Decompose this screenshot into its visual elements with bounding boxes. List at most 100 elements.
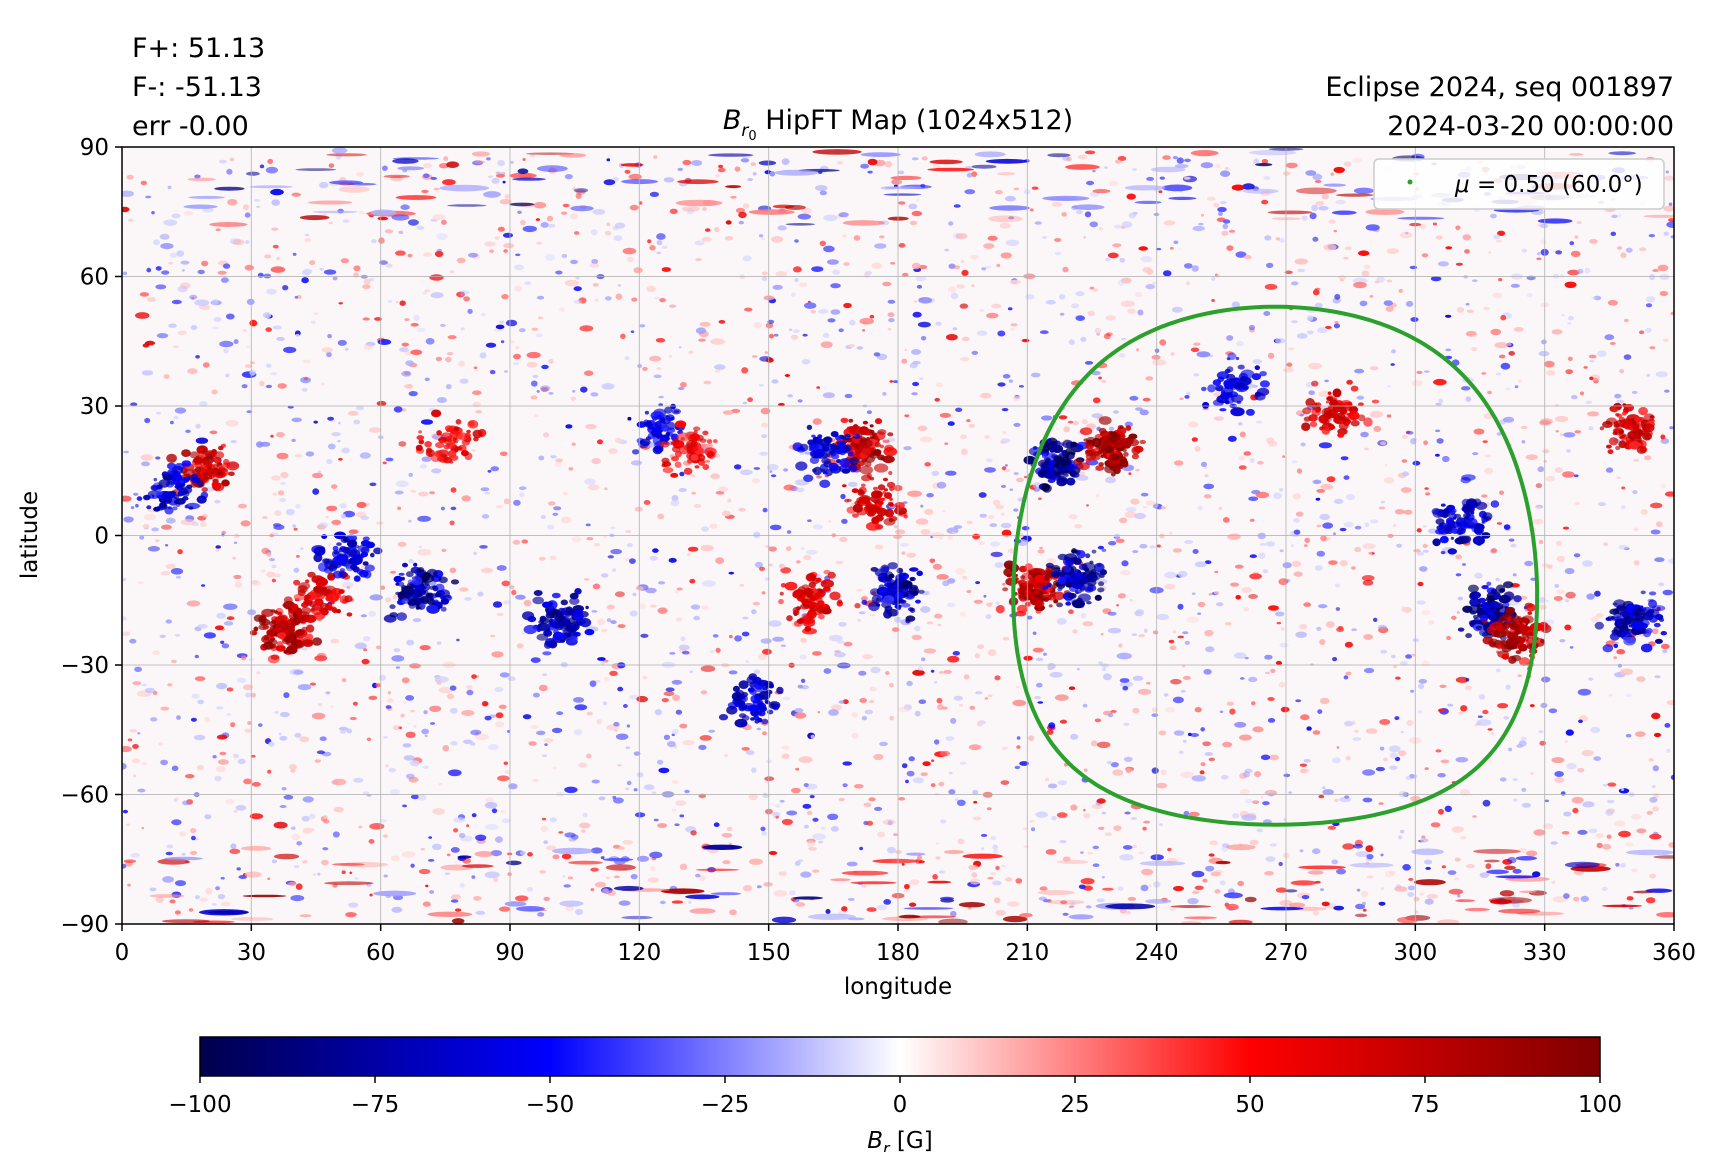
quiet-sun-speckle [649,245,656,251]
quiet-sun-speckle [1567,322,1572,325]
quiet-sun-speckle [510,340,515,344]
active-region-flux [418,593,423,597]
polar-streak [1499,890,1515,897]
quiet-sun-speckle [1132,675,1144,681]
quiet-sun-speckle [946,334,958,341]
active-region-flux [157,494,164,499]
quiet-sun-speckle [1082,703,1088,708]
active-region-flux [153,477,158,482]
quiet-sun-speckle [1204,752,1214,756]
quiet-sun-speckle [1116,652,1133,660]
quiet-sun-speckle [699,735,712,741]
quiet-sun-speckle [715,174,720,178]
polar-streak [397,166,425,171]
quiet-sun-speckle [429,705,442,712]
quiet-sun-speckle [1591,616,1599,623]
quiet-sun-speckle [1068,609,1074,614]
quiet-sun-speckle [1328,560,1338,565]
active-region-flux [1091,549,1097,554]
quiet-sun-speckle [244,264,254,271]
quiet-sun-speckle [1521,787,1527,793]
polar-streak [860,152,901,158]
quiet-sun-speckle [882,281,892,287]
quiet-sun-speckle [1140,492,1149,497]
quiet-sun-speckle [1525,454,1538,460]
polar-streak [395,195,437,200]
quiet-sun-speckle [181,852,186,856]
quiet-sun-speckle [963,674,970,680]
quiet-sun-speckle [399,300,406,307]
quiet-sun-speckle [983,594,987,598]
quiet-sun-speckle [603,535,607,539]
polar-streak [1643,214,1674,218]
quiet-sun-speckle [912,669,925,676]
quiet-sun-speckle [1562,471,1575,478]
quiet-sun-speckle [1424,487,1429,490]
quiet-sun-speckle [133,774,136,778]
quiet-sun-speckle [1505,684,1511,690]
quiet-sun-speckle [400,204,410,210]
quiet-sun-speckle [503,370,509,373]
quiet-sun-speckle [299,736,310,743]
polar-streak [1002,915,1028,923]
quiet-sun-speckle [562,875,566,878]
quiet-sun-speckle [1455,676,1469,684]
quiet-sun-speckle [276,256,280,261]
quiet-sun-speckle [887,299,896,304]
quiet-sun-speckle [416,225,425,230]
quiet-sun-speckle [1199,770,1205,775]
quiet-sun-speckle [241,384,248,389]
active-region-flux [1032,446,1038,450]
quiet-sun-speckle [838,328,844,333]
quiet-sun-speckle [701,526,709,532]
quiet-sun-speckle [1655,371,1668,378]
quiet-sun-speckle [318,522,328,529]
quiet-sun-speckle [1619,369,1625,374]
quiet-sun-speckle [625,787,630,791]
quiet-sun-speckle [395,480,409,488]
active-region-flux [853,434,861,439]
active-region-flux [848,464,858,473]
quiet-sun-speckle [794,708,804,713]
quiet-sun-speckle [212,326,219,330]
active-region-flux [297,589,306,596]
quiet-sun-speckle [1377,624,1387,630]
quiet-sun-speckle [1194,446,1201,452]
quiet-sun-speckle [1266,262,1274,268]
quiet-sun-speckle [1457,711,1464,715]
polar-streak [1037,890,1075,896]
quiet-sun-speckle [1430,822,1441,828]
quiet-sun-speckle [1180,771,1194,779]
quiet-sun-speckle [959,303,969,309]
quiet-sun-speckle [155,266,162,271]
quiet-sun-speckle [472,160,484,166]
active-region-flux [317,546,326,553]
quiet-sun-speckle [1194,561,1207,568]
quiet-sun-speckle [495,173,506,178]
title-rest: HipFT Map (1024x512) [757,105,1074,136]
quiet-sun-speckle [775,815,779,819]
quiet-sun-speckle [667,741,676,748]
quiet-sun-speckle [715,647,721,653]
quiet-sun-speckle [1653,732,1662,738]
quiet-sun-speckle [1164,583,1176,590]
quiet-sun-speckle [1177,635,1184,639]
quiet-sun-speckle [1190,347,1200,353]
quiet-sun-speckle [646,285,656,293]
quiet-sun-speckle [1143,820,1150,824]
quiet-sun-speckle [980,392,992,399]
quiet-sun-speckle [1266,437,1275,444]
quiet-sun-speckle [761,271,768,276]
quiet-sun-speckle [1132,168,1137,171]
quiet-sun-speckle [309,827,315,832]
quiet-sun-speckle [781,753,790,759]
polar-streak [1519,890,1537,893]
quiet-sun-speckle [1299,413,1304,417]
quiet-sun-speckle [1038,497,1042,501]
quiet-sun-speckle [445,356,452,363]
quiet-sun-speckle [1366,875,1374,879]
quiet-sun-speckle [1222,741,1233,748]
quiet-sun-speckle [340,258,350,264]
quiet-sun-speckle [950,717,957,724]
quiet-sun-speckle [610,548,623,555]
